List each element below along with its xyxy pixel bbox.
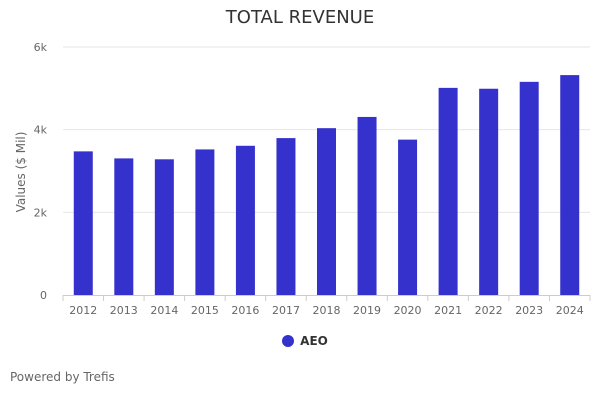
legend-swatch	[282, 335, 295, 347]
bar-2012[interactable]	[73, 151, 93, 295]
y-axis-title: Values ($ Mil)	[14, 132, 28, 213]
bar-2015[interactable]	[195, 149, 215, 295]
bar-2022[interactable]	[479, 88, 499, 295]
x-tick-label: 2019	[353, 304, 381, 317]
x-tick-label: 2022	[475, 304, 503, 317]
bar-2016[interactable]	[235, 145, 255, 295]
bar-2018[interactable]	[317, 128, 336, 295]
bar-2019[interactable]	[357, 116, 377, 295]
bar-2024[interactable]	[560, 75, 580, 296]
x-axis: 2012 2013 2014 2015 2016 2017 2018 2019 2020 2021…	[62, 295, 591, 317]
legend: AEO	[0, 334, 600, 348]
x-tick-label: 2018	[313, 304, 341, 317]
x-tick-label: 2016	[231, 304, 259, 317]
x-tick-label: 2012	[69, 304, 97, 317]
x-tick-label: 2023	[515, 304, 543, 317]
bar-2021[interactable]	[438, 87, 458, 296]
legend-label: AEO	[300, 334, 328, 348]
bar-2023[interactable]	[519, 81, 539, 296]
x-tick-label: 2021	[434, 304, 462, 317]
x-tick-label: 2017	[272, 304, 300, 317]
y-axis: 0 2k 4k 6k	[34, 41, 48, 302]
x-tick-label: 2014	[150, 304, 178, 317]
x-tick-label: 2020	[394, 304, 422, 317]
bar-2020[interactable]	[398, 139, 418, 295]
y-tick-label: 6k	[34, 41, 48, 54]
bar-2017[interactable]	[276, 138, 296, 295]
x-tick-label: 2015	[191, 304, 219, 317]
y-tick-label: 0	[40, 289, 47, 302]
chart-title: TOTAL REVENUE	[225, 7, 375, 28]
bar-series	[73, 75, 580, 296]
bar-2014[interactable]	[154, 159, 174, 295]
y-tick-label: 4k	[34, 124, 48, 137]
x-tick-label: 2024	[556, 304, 584, 317]
bar-2013[interactable]	[114, 158, 134, 295]
x-tick-label: 2013	[110, 304, 138, 317]
legend-item[interactable]: AEO	[282, 334, 328, 348]
y-tick-label: 2k	[34, 206, 48, 219]
powered-by-credit: Powered by Trefis	[10, 370, 115, 384]
